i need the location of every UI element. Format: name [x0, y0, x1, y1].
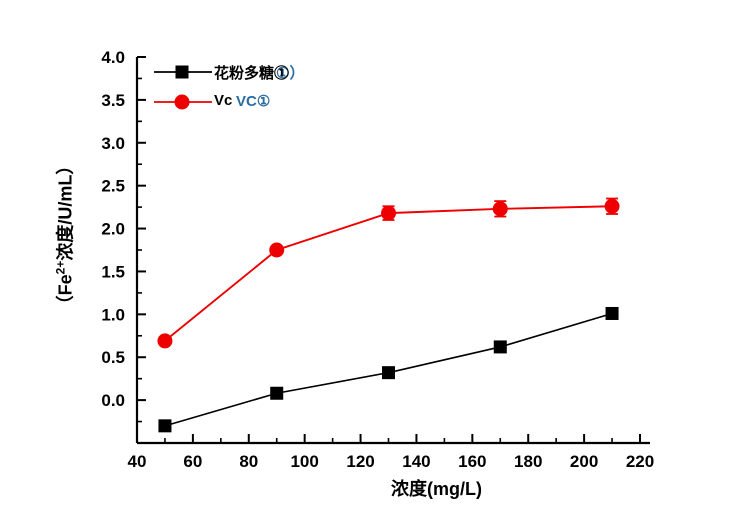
y-tick-label: 4.0 [101, 48, 125, 67]
data-point-marker[interactable] [492, 201, 508, 217]
series-line-2 [164, 205, 613, 342]
data-point-marker[interactable] [493, 340, 507, 354]
legend-ghost-0: ①） [276, 65, 305, 82]
data-point-marker[interactable] [381, 205, 396, 221]
y-tick-label: 2.5 [101, 177, 125, 196]
data-point-marker[interactable] [605, 306, 619, 320]
y-tick-label: 1.0 [101, 305, 125, 324]
legend-ghost-1: VC① [236, 93, 271, 110]
x-tick-label: 80 [239, 452, 258, 471]
x-tick-label: 160 [458, 452, 486, 471]
y-tick-label: 0.5 [101, 348, 125, 367]
legend-label-stack-0: 花粉多糖① ①） [214, 62, 304, 82]
x-tick-label: 60 [183, 452, 202, 471]
y-tick-label: 3.5 [101, 91, 125, 110]
legend-swatch-circle [154, 94, 212, 110]
data-point-marker[interactable] [270, 386, 284, 400]
x-tick-label: 180 [514, 452, 542, 471]
legend-swatch-square [154, 65, 212, 79]
data-point-marker[interactable] [269, 242, 285, 258]
legend-label-1: Vc [214, 92, 233, 109]
x-tick-label: 140 [402, 452, 430, 471]
axes-group: 0.0 0.5 1.0 1.5 2.0 2.5 3.0 3.5 4.0 40 60 80 100 120 1… [101, 48, 654, 499]
data-point-marker[interactable] [604, 198, 620, 214]
y-tick-label: 1.5 [101, 262, 125, 281]
legend-item-vc[interactable]: Vc VC① [152, 92, 270, 112]
y-tick-label: 0.0 [101, 391, 125, 410]
series-group [157, 197, 620, 433]
data-point-marker[interactable] [382, 366, 395, 380]
y-tick-label: 3.0 [101, 134, 125, 153]
legend-label-stack-1: Vc VC① [214, 92, 270, 112]
x-axis-title: 浓度(mg/L) [391, 478, 482, 499]
x-tick-label: 200 [570, 452, 598, 471]
data-point-marker[interactable] [158, 419, 172, 433]
data-point-marker[interactable] [157, 333, 173, 349]
x-tick-label: 220 [626, 452, 654, 471]
x-tick-label: 100 [290, 452, 318, 471]
legend-label-0: 花粉多糖① [214, 65, 290, 82]
x-tick-label: 40 [128, 452, 147, 471]
y-tick-label: 2.0 [101, 220, 125, 239]
x-tick-label: 120 [346, 452, 374, 471]
legend-item-pollen-polysaccharide[interactable]: 花粉多糖① ①） [152, 62, 304, 82]
